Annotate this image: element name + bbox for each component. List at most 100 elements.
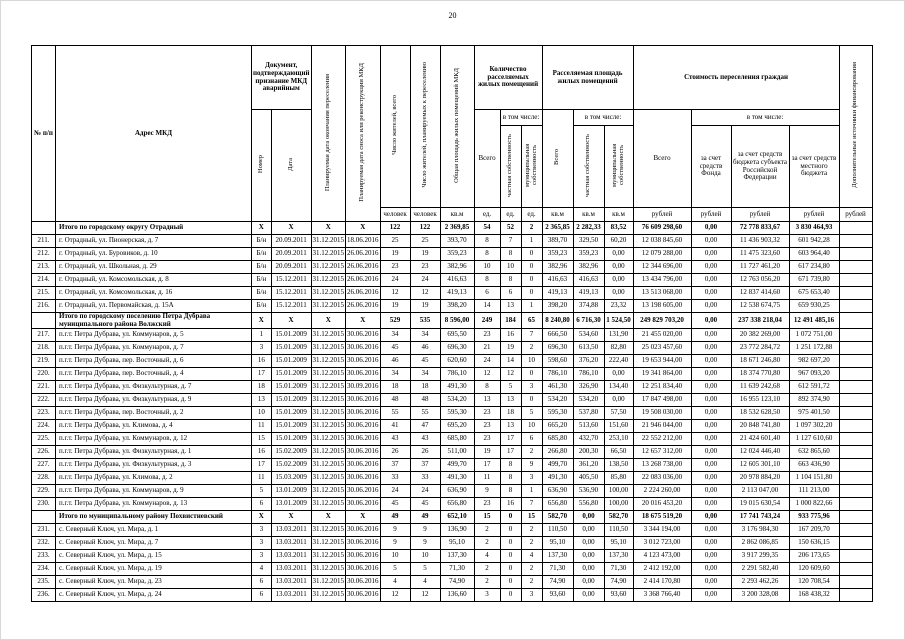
cell-demolition-date: 30.06.2016	[345, 523, 381, 538]
cell-resettle-area-total: 416,63	[541, 273, 574, 287]
cell-resettle-area-total: 656,80	[541, 497, 574, 512]
cell-cost-total: 19 653 944,00	[632, 354, 692, 369]
cell-demolition-date: 30.06.2016	[345, 549, 381, 564]
col-header-cost-fund-label: за счет средств Фонда	[699, 154, 723, 178]
cell-resettle-area-municipal: 0,00	[603, 367, 634, 382]
cell-residents-total: 24	[379, 273, 411, 287]
cell-address: Итого по городскому округу Отрадный	[55, 221, 252, 235]
cell-extra-sources	[838, 406, 873, 421]
cell-extra-sources	[838, 260, 873, 274]
cell-premises-municipal: 2	[520, 445, 543, 460]
unit-cost-fund: рублей	[690, 207, 732, 222]
cell-resettle-area-private: 0,00	[572, 575, 605, 590]
col-header-cost-local-label: за счет средств местного бюджета	[791, 154, 837, 178]
cell-residents-total: 10	[379, 549, 411, 564]
cell-cost-subject: 18 671 246,80	[730, 354, 790, 369]
cell-address: г. Отрадный, ул. Буровиков, д. 10	[55, 247, 252, 261]
cell-cost-fund: 0,00	[690, 247, 732, 261]
cell-cost-subject: 12 837 414,60	[730, 286, 790, 300]
cell-premises-total: 8	[473, 234, 501, 248]
cell-premises-private: 184	[499, 311, 522, 330]
cell-residents-total: 45	[379, 497, 411, 512]
cell-doc-number: 3	[251, 341, 272, 356]
cell-cost-fund: 0,00	[690, 419, 732, 434]
col-header-cost-subject-label: за счет средств бюджета субъекта Российс…	[733, 150, 787, 182]
table-row: 231. с. Северный Ключ, ул. Мира, д. 1 3 13.…	[31, 523, 873, 538]
cell-cost-total: 13 198 605,00	[632, 299, 692, 313]
cell-cost-subject: 11 639 242,68	[730, 380, 790, 395]
col-header-area-total: Всего	[541, 109, 574, 208]
unit-area-private: кв.м	[572, 207, 605, 222]
cell-premises-total: 9	[473, 484, 501, 499]
cell-extra-sources	[838, 419, 873, 434]
table-header: № п/п Адрес МКД Документ, подтверждающий…	[31, 45, 873, 222]
cell-premises-private: 19	[499, 341, 522, 356]
table-row: 222. п.г.т. Петра Дубрава, ул. Физкультур…	[31, 393, 873, 408]
cell-cost-local: 1 072 751,00	[788, 328, 840, 343]
table-row: 221. п.г.т. Петра Дубрава, ул. Физкультур…	[31, 380, 873, 395]
cell-residents-total: 26	[379, 445, 411, 460]
cell-extra-sources	[838, 458, 873, 473]
cell-cost-local: 603 964,40	[788, 247, 840, 261]
cell-total-area: 511,00	[439, 445, 475, 460]
cell-residents-total: 19	[379, 247, 411, 261]
cell-resettle-date: 31.12.2015	[310, 445, 347, 460]
cell-resettle-area-total: 74,90	[541, 575, 574, 590]
cell-resettle-area-municipal: 71,30	[603, 562, 634, 577]
cell-cost-subject: 3 200 328,08	[730, 588, 790, 603]
cell-residents-total: 12	[379, 286, 411, 300]
cell-resettle-area-municipal: 138,50	[603, 458, 634, 473]
cell-address: п.г.т. Петра Дубрава, ул. Коммунаров, д.…	[55, 497, 252, 512]
cell-num: 232.	[31, 536, 56, 551]
cell-doc-date: 15.01.2009	[270, 393, 312, 408]
cell-resettle-date: 31.12.2015	[310, 588, 347, 603]
cell-resettle-area-private: 0,00	[572, 562, 605, 577]
cell-residents-planned: 45	[409, 354, 441, 369]
col-header-address: Адрес МКД	[55, 45, 252, 222]
cell-resettle-date: 31.12.2015	[310, 234, 347, 248]
cell-demolition-date: 30.06.2016	[345, 354, 381, 369]
cell-doc-number: 3	[251, 536, 272, 551]
cell-extra-sources	[838, 562, 873, 577]
cell-extra-sources	[838, 536, 873, 551]
cell-cost-subject: 18 374 770,80	[730, 367, 790, 382]
cell-premises-total: 23	[473, 328, 501, 343]
cell-num	[31, 221, 56, 235]
cell-doc-number: 17	[251, 458, 272, 473]
cell-cost-total: 3 368 766,40	[632, 588, 692, 603]
col-header-doc-date-label: Дата	[286, 157, 294, 171]
cell-premises-total: 12	[473, 367, 501, 382]
cell-num: 227.	[31, 458, 56, 473]
cell-doc-date: 15.01.2009	[270, 354, 312, 369]
cell-premises-private: 0	[499, 510, 522, 525]
cell-cost-fund: 0,00	[690, 510, 732, 525]
cell-resettle-area-municipal: 222,40	[603, 354, 634, 369]
summary-row: Итого по городскому поселению Петра Дубр…	[31, 311, 873, 330]
cell-resettle-area-municipal: 23,32	[603, 299, 634, 313]
cell-cost-subject: 237 338 218,04	[730, 311, 790, 330]
cell-doc-number: 6	[251, 497, 272, 512]
cell-cost-local: 168 438,32	[788, 588, 840, 603]
cell-doc-number: Б/н	[251, 260, 272, 274]
cell-num: 229.	[31, 484, 56, 499]
cell-total-area: 2 369,85	[439, 221, 475, 235]
cell-cost-subject: 2 291 582,40	[730, 562, 790, 577]
cell-residents-planned: 25	[409, 234, 441, 248]
cell-resettle-area-municipal: 57,50	[603, 406, 634, 421]
col-header-cost-group-label: Стоимость переселения граждан	[684, 72, 788, 81]
cell-premises-municipal: 2	[520, 221, 543, 235]
cell-doc-date: 13.03.2011	[270, 523, 312, 538]
cell-premises-total: 23	[473, 497, 501, 512]
cell-resettle-area-municipal: 134,40	[603, 380, 634, 395]
cell-resettle-date: 31.12.2015	[310, 419, 347, 434]
cell-demolition-date: 30.06.2016	[345, 484, 381, 499]
cell-resettle-area-total: 95,10	[541, 536, 574, 551]
table-body: Итого по городскому округу Отрадный X X X X 1…	[31, 221, 873, 603]
cell-premises-private: 14	[499, 354, 522, 369]
cell-premises-total: 54	[473, 221, 501, 235]
cell-address: г. Отрадный, ул. Комсомольская, д. 8	[55, 273, 252, 287]
cell-residents-planned: 26	[409, 445, 441, 460]
cell-doc-number: 16	[251, 445, 272, 460]
cell-residents-total: 4	[379, 575, 411, 590]
cell-cost-fund: 0,00	[690, 234, 732, 248]
